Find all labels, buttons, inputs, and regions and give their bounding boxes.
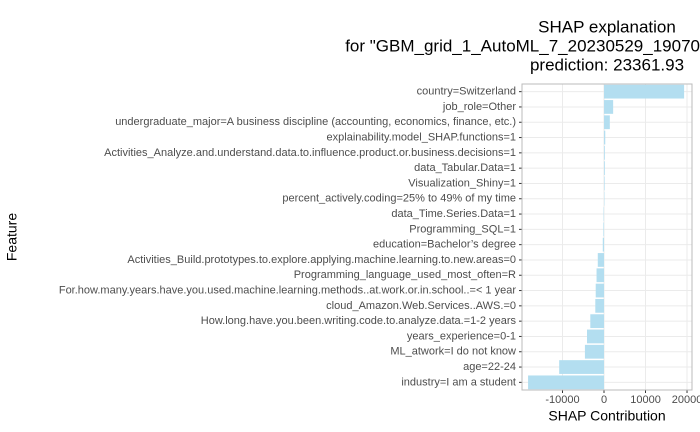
y-tick-label: education=Bachelor’s degree: [373, 239, 516, 251]
y-tick-label: Programming_SQL=1: [409, 223, 516, 235]
y-tick-label: Activities_Analyze.and.understand.data.t…: [104, 147, 516, 159]
bar: [604, 176, 605, 191]
bar: [584, 344, 605, 359]
y-tick-label: cloud_Amazon.Web.Services..AWS.=0: [326, 300, 516, 312]
bar: [604, 84, 685, 99]
bar: [595, 283, 605, 298]
bar: [595, 298, 605, 313]
y-tick-label: How.long.have.you.been.writing.code.to.a…: [201, 315, 517, 327]
y-tick-label: data_Tabular.Data=1: [414, 162, 516, 174]
bar: [603, 222, 605, 237]
y-tick-label: industry=I am a student: [401, 376, 516, 388]
bar: [590, 314, 605, 329]
y-tick-label: explainability.model_SHAP.functions=1: [327, 131, 516, 143]
title-line: SHAP explanation: [538, 17, 676, 36]
y-tick-label: Activities_Build.prototypes.to.explore.a…: [127, 254, 516, 266]
y-tick-label: Visualization_Shiny=1: [408, 177, 516, 189]
y-tick-label: percent_actively.coding=25% to 49% of my…: [282, 193, 516, 205]
y-tick-label: For.how.many.years.have.you.used.machine…: [59, 284, 516, 296]
title-line: prediction: 23361.93: [530, 55, 684, 74]
bar: [597, 253, 605, 267]
x-axis-label: SHAP Contribution: [548, 408, 665, 424]
bar: [604, 115, 610, 130]
y-tick-label: age=22-24: [463, 361, 516, 373]
plot-panel: [522, 84, 692, 390]
bar: [596, 268, 605, 283]
y-tick-label: data_Time.Series.Data=1: [391, 208, 516, 220]
bar: [604, 145, 605, 160]
bar: [528, 375, 605, 390]
bar: [604, 100, 614, 114]
y-tick-label: job_role=Other: [442, 101, 516, 113]
bar: [604, 161, 605, 176]
y-tick-label: years_experience=0-1: [407, 330, 516, 342]
x-tick-label: 0: [601, 394, 607, 406]
x-tick-label: 10000: [630, 394, 661, 406]
x-tick-label: 20000: [672, 394, 700, 406]
bar: [586, 329, 605, 344]
bar: [602, 237, 605, 252]
y-axis-label: Feature: [4, 213, 20, 261]
y-tick-label: Programming_language_used_most_often=R: [294, 269, 516, 281]
plot-border: [521, 83, 693, 391]
x-tick-label: -10000: [545, 394, 579, 406]
bar: [559, 360, 605, 374]
bar: [604, 130, 606, 145]
y-tick-label: undergraduate_major=A business disciplin…: [115, 116, 516, 128]
y-tick-label: country=Switzerland: [417, 86, 516, 98]
title-line: for "GBM_grid_1_AutoML_7_20230529_19070: [345, 36, 700, 55]
y-tick-label: ML_atwork=I do not know: [390, 346, 516, 358]
